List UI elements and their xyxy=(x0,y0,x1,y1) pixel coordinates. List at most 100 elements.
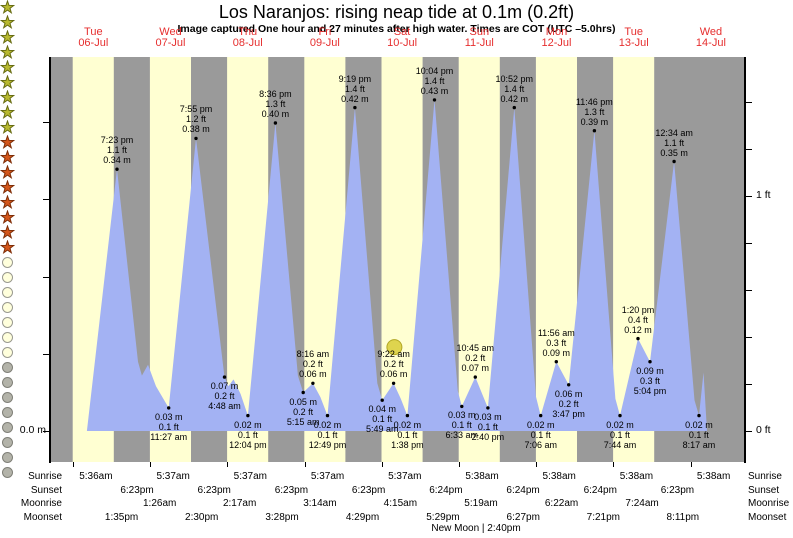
moonrise-circle-icon xyxy=(0,285,15,300)
event-row-label-left: Moonset xyxy=(23,511,62,523)
day-name: Tue xyxy=(84,26,103,38)
low-tide-annotation: 0.06 m 0.2 ft 3:47 pm xyxy=(529,389,609,419)
day-date: 13-Jul xyxy=(618,36,649,49)
sunrise-star-icon xyxy=(0,74,16,90)
high-tide-annotation-ft_label: 0.4 ft xyxy=(627,314,648,325)
event-row-label-left: Sunrise xyxy=(28,470,62,482)
moonset-circle-icon xyxy=(0,405,15,420)
low-tide-annotation-m_label: 0.02 m xyxy=(313,419,342,430)
moonset-circle-icon xyxy=(0,450,15,465)
right-axis-tick xyxy=(745,243,752,245)
high-tide-annotation: 10:52 pm 1.4 ft 0.42 m xyxy=(474,74,554,104)
sunrise-star-icon xyxy=(0,0,16,15)
day-label: Mon 12-Jul xyxy=(517,27,597,48)
tide-point-dot xyxy=(405,413,410,418)
sunrise-star-icon xyxy=(0,119,16,135)
high-tide-annotation-time: 10:52 pm xyxy=(495,73,534,84)
event-time: 3:28pm xyxy=(265,511,299,523)
high-tide-annotation-ft_label: 0.2 ft xyxy=(465,353,486,364)
bottom-axis-tick xyxy=(690,462,692,467)
event-time: 5:38am xyxy=(619,470,654,482)
event-time: 6:23pm xyxy=(274,484,309,496)
moonset-circle-icon xyxy=(0,420,15,435)
bottom-axis-tick xyxy=(381,462,383,467)
low-tide-annotation-ft_label: 0.1 ft xyxy=(688,429,709,440)
sunrise-star-icon xyxy=(0,29,16,45)
low-tide-annotation-time: 12:04 pm xyxy=(229,439,267,450)
event-time: 8:11pm xyxy=(666,511,700,523)
tide-plot xyxy=(50,57,745,462)
high-tide-annotation-time: 10:45 am xyxy=(456,343,495,354)
tide-point-dot xyxy=(512,105,516,110)
day-name: Sun xyxy=(469,26,490,38)
day-date: 08-Jul xyxy=(232,36,263,49)
high-tide-annotation-ft_label: 1.4 ft xyxy=(344,83,365,94)
low-tide-annotation: 0.09 m 0.3 ft 5:04 pm xyxy=(610,366,690,396)
tide-point-dot xyxy=(592,129,597,133)
low-tide-annotation-time: 5:04 pm xyxy=(633,385,667,396)
day-date: 11-Jul xyxy=(464,36,494,49)
tide-point-dot xyxy=(697,413,701,418)
event-time: 6:23pm xyxy=(197,484,231,496)
high-tide-annotation-time: 8:16 am xyxy=(296,349,330,360)
high-tide-annotation-ft_label: 1.1 ft xyxy=(107,145,128,156)
low-tide-annotation-m_label: 0.02 m xyxy=(685,419,713,430)
page-title: Los Naranjos: rising neap tide at 0.1m (… xyxy=(218,2,575,22)
sunset-star-icon xyxy=(0,209,16,225)
sunrise-star-icon xyxy=(0,104,16,120)
tide-point-dot xyxy=(554,360,558,364)
day-label: Tue 06-Jul xyxy=(53,27,133,48)
low-tide-annotation-m_label: 0.03 m xyxy=(474,411,502,422)
event-time: 6:27pm xyxy=(506,511,540,523)
left-axis-tick xyxy=(43,199,50,201)
high-tide-annotation-m_label: 0.38 m xyxy=(182,124,210,135)
high-tide-annotation-time: 9:22 am xyxy=(377,349,410,360)
low-tide-annotation-time: 4:48 am xyxy=(208,401,241,412)
event-time: 1:35pm xyxy=(104,511,139,523)
tide-point-dot xyxy=(460,404,464,409)
day-name: Wed xyxy=(159,26,182,38)
low-tide-annotation-time: 12:49 pm xyxy=(308,439,347,450)
event-time: 6:24pm xyxy=(583,484,617,496)
high-tide-annotation-m_label: 0.06 m xyxy=(299,369,327,380)
high-tide-annotation: 7:23 pm 1.1 ft 0.34 m xyxy=(77,135,157,165)
high-tide-annotation-time: 12:34 am xyxy=(655,127,693,138)
day-label: Thu 08-Jul xyxy=(208,27,288,48)
low-tide-annotation-m_label: 0.04 m xyxy=(368,404,396,415)
high-tide-annotation: 12:34 am 1.1 ft 0.35 m xyxy=(634,128,714,158)
low-tide-annotation: 0.03 m 0.1 ft 2:40 pm xyxy=(448,412,528,442)
tide-area xyxy=(86,99,707,432)
low-tide-annotation: 0.03 m 0.1 ft 11:27 am xyxy=(129,412,209,442)
high-tide-annotation-ft_label: 1.1 ft xyxy=(664,137,685,148)
low-tide-annotation-ft_label: 0.1 ft xyxy=(451,420,472,431)
low-tide-annotation: 0.02 m 0.1 ft 7:06 am xyxy=(501,420,581,450)
low-tide-annotation: 0.03 m 0.1 ft 6:33 am xyxy=(422,410,502,440)
sunset-star-icon xyxy=(0,134,16,150)
bottom-axis-tick xyxy=(227,462,229,467)
sunrise-star-icon xyxy=(0,89,16,105)
tide-point-dot xyxy=(539,413,543,418)
tide-point-dot xyxy=(618,413,622,418)
event-time: 5:37am xyxy=(310,470,345,482)
event-row-label-right: Moonrise xyxy=(748,498,790,509)
tide-point-dot xyxy=(222,375,227,379)
event-time: 5:29pm xyxy=(426,511,460,523)
event-time: 4:29pm xyxy=(345,511,380,523)
bottom-axis-tick xyxy=(304,462,306,467)
high-tide-annotation-m_label: 0.43 m xyxy=(420,85,449,96)
high-tide-annotation-m_label: 0.42 m xyxy=(500,93,528,104)
event-row-label-right: Sunrise xyxy=(748,470,782,482)
event-time: 5:38am xyxy=(542,470,576,482)
bottom-axis-tick xyxy=(613,462,615,467)
moonrise-circle-icon xyxy=(0,270,15,285)
low-tide-annotation: 0.02 m 0.1 ft 8:17 am xyxy=(659,420,739,450)
day-name: Fri xyxy=(318,26,332,38)
low-tide-annotation-time: 11:27 am xyxy=(150,431,188,442)
bottom-axis-tick xyxy=(536,462,538,467)
day-label: Wed 14-Jul xyxy=(671,27,751,48)
high-tide-annotation: 9:19 pm 1.4 ft 0.42 m xyxy=(315,74,395,104)
low-tide-annotation-ft_label: 0.1 ft xyxy=(237,429,258,440)
moonset-circle-icon xyxy=(0,390,15,405)
moonrise-circle-icon xyxy=(0,345,15,360)
